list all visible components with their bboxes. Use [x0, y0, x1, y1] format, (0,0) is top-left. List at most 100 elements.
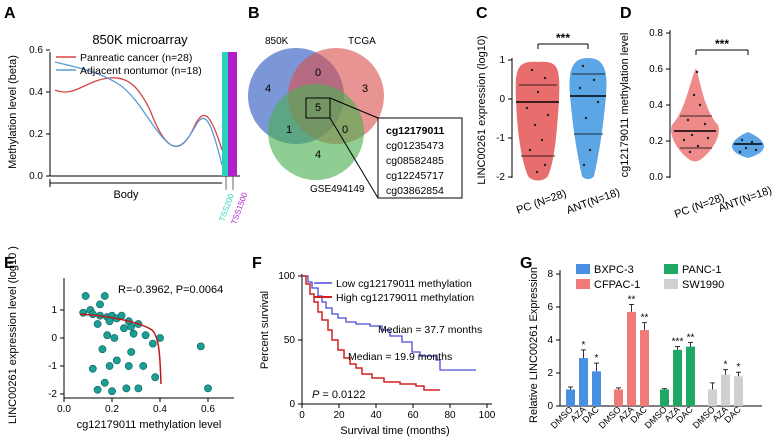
scatter-point [141, 331, 150, 340]
panel-e-label: E [4, 255, 15, 272]
panel-a-ytick: 0.2 [29, 129, 43, 140]
panel-a-legend-cancer: Panreatic cancer (n=28) [80, 52, 192, 64]
venn-count-tcga-gse: 0 [342, 124, 348, 136]
panel-e-ylabel: LINC00261 expression level (log10 ) [7, 246, 19, 424]
bar-significance: ** [641, 313, 649, 324]
panel-d-group-ant: ANT(N=18) [717, 184, 773, 214]
panel-g-ytick: 8 [547, 269, 553, 280]
panel-d-sig: *** [715, 37, 729, 51]
panel-f-xticks: 0 20 40 60 80 100 [299, 404, 496, 421]
panel-f-low-curve [302, 275, 476, 371]
panel-d: D cg12179011 methylation level 0.8 0.6 0… [619, 5, 773, 221]
panel-a-xlabel: Body [113, 189, 139, 201]
panel-c-label: C [476, 5, 488, 22]
panel-g-yticks: 0 2 4 6 8 [547, 269, 560, 412]
scatter-point [204, 384, 212, 393]
panel-f-xtick: 0 [299, 410, 305, 421]
violin-d-points [682, 70, 758, 154]
panel-f-pvalue-rest: = 0.0122 [319, 389, 365, 401]
bar [592, 371, 601, 406]
legend-bxpc: BXPC-3 [594, 264, 634, 276]
scatter-point [151, 373, 160, 382]
panel-e-ytick: 0 [51, 333, 57, 344]
scatter-point [112, 356, 121, 365]
venn-gene-1: cg12179011 [386, 125, 445, 137]
panel-a-yticks: 0.0 0.2 0.4 0.6 [29, 45, 50, 182]
panel-f-xtick: 20 [333, 410, 345, 421]
scatter-point [81, 292, 90, 300]
bar [673, 349, 682, 406]
panel-a-ylabel: Methylation level (beta) [7, 55, 19, 169]
bar [708, 389, 717, 406]
venn-label-gse: GSE494149 [310, 184, 365, 195]
panel-a-tss200-bar [222, 52, 228, 176]
bar [640, 330, 649, 406]
panel-a-legend-adjacent: Adjacent nontumor (n=18) [80, 65, 202, 77]
panel-a-cancer-curve [54, 77, 223, 151]
panel-f-ylabel: Percent survival [259, 291, 271, 369]
panel-e-xtick: 0.4 [153, 404, 167, 415]
panel-g-label: G [520, 255, 532, 272]
panel-f: F Percent survival 100 50 0 0 20 40 60 8… [252, 255, 496, 437]
panel-f-pvalue-p: P [312, 389, 320, 401]
bar-significance: ** [687, 333, 695, 344]
panel-f-xtick: 60 [407, 410, 419, 421]
scatter-point [122, 384, 131, 393]
venn-count-all: 5 [315, 102, 321, 114]
bar [579, 358, 588, 406]
panel-e-ytick: -1 [48, 361, 57, 372]
panel-f-legend-high: High cg12179011 methylation [336, 292, 474, 304]
panel-c-ytick: -2 [496, 172, 505, 183]
panel-a-adjacent-curve [54, 61, 223, 166]
panel-g-bars: DMSO*AZA*DACDMSO**AZA**DACDMSO***AZA**DA… [549, 295, 744, 431]
scatter-point [127, 322, 136, 331]
panel-e-xtick: 0.6 [201, 404, 215, 415]
panel-e-xlabel: cg12179011 methylation level [77, 419, 222, 431]
panel-f-xtick: 80 [444, 410, 456, 421]
panel-c: C LINC00261 expression (log10) 1 0 -1 -2… [476, 5, 622, 217]
venn-label-850k: 850K [265, 36, 289, 47]
panel-g: G Relative LINC00261 Expression 0 2 4 6 … [520, 255, 762, 431]
legend-swatch-sw [664, 279, 678, 289]
venn-gene-list-box [377, 117, 463, 199]
scatter-point [129, 329, 138, 338]
panel-d-ylabel: cg12179011 methylation level [619, 33, 631, 178]
scatter-point [88, 364, 97, 373]
venn-callout-line-bottom [329, 117, 379, 199]
scatter-point [134, 384, 143, 393]
legend-panc: PANC-1 [682, 264, 722, 276]
venn-count-850k-gse: 1 [286, 124, 292, 136]
panel-d-ytick: 0.4 [649, 100, 663, 111]
panel-f-label: F [252, 255, 262, 272]
venn-circle-gse [268, 84, 364, 180]
panel-f-legend-low: Low cg12179011 methylation [336, 278, 472, 290]
panel-e-ytick: 1 [51, 305, 57, 316]
scatter-point [148, 339, 157, 348]
venn-count-gse-only: 4 [315, 149, 321, 161]
venn-highlight-box [305, 97, 331, 119]
panel-c-group-pc: PC (N=28) [515, 188, 568, 217]
scatter-point [93, 385, 102, 394]
panel-a-tss1500-bar [228, 52, 237, 176]
legend-swatch-cfpac [576, 279, 590, 289]
panel-c-ytick: -1 [496, 133, 505, 144]
panel-a-ytick: 0.4 [29, 87, 43, 98]
scatter-point [103, 331, 112, 340]
panel-d-ytick: 0.6 [649, 64, 663, 75]
panel-e-xtick: 0.2 [105, 404, 119, 415]
bar-significance: * [595, 353, 599, 364]
panel-e: E LINC00261 expression level (log10 ) 1 … [4, 246, 234, 431]
bar-significance: * [724, 360, 728, 371]
venn-count-850k-only: 4 [265, 83, 271, 95]
panel-a-ytick: 0.0 [29, 171, 43, 182]
panel-f-xtick: 40 [370, 410, 382, 421]
panel-g-ytick: 2 [547, 368, 553, 379]
panel-f-high-curve [302, 275, 440, 391]
panel-d-label: D [620, 5, 632, 22]
bar [734, 376, 743, 406]
legend-swatch-bxpc [576, 264, 590, 274]
scatter-point [100, 292, 109, 300]
venn-gene-4: cg12245717 [386, 170, 444, 182]
panel-f-xtick: 100 [479, 410, 496, 421]
